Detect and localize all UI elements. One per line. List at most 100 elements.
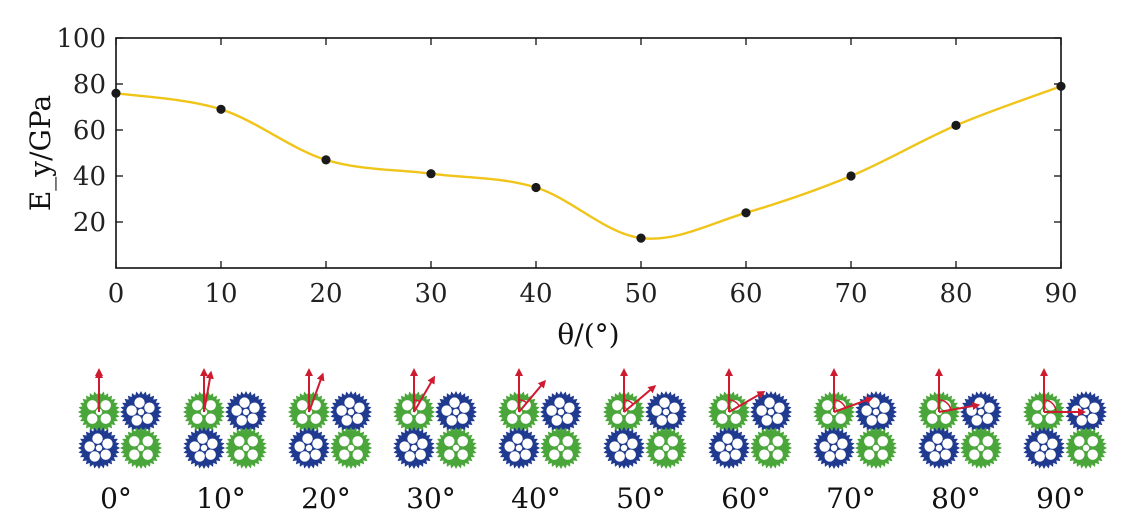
angle-label: 50° <box>616 482 666 515</box>
gear-hole <box>512 433 523 444</box>
gear-hub <box>767 408 775 416</box>
rotation-arrow <box>833 396 874 413</box>
gear-hole <box>549 449 560 460</box>
gear-hole <box>667 413 678 424</box>
gear-hole <box>507 413 518 424</box>
gear-hole <box>730 413 741 424</box>
rotation-arrow <box>623 385 657 413</box>
data-point <box>1056 81 1066 91</box>
x-tick-label: 70 <box>834 279 867 309</box>
gear-hole <box>969 449 980 460</box>
gear-hole <box>1045 413 1056 424</box>
angle-arc <box>728 399 741 407</box>
gear-hole <box>197 433 208 444</box>
gear-hole <box>772 413 783 424</box>
y-axis-title: E_y/GPa <box>24 95 57 211</box>
gear-hole <box>822 400 833 411</box>
gear-hole <box>971 415 982 426</box>
gear-hole <box>87 400 98 411</box>
gear-cell: 0° <box>78 368 162 515</box>
gear-hole <box>730 400 741 411</box>
gear-hole <box>194 451 205 462</box>
gear-hole <box>719 451 730 462</box>
gear-hole <box>1074 449 1085 460</box>
x-tick-label: 30 <box>414 279 447 309</box>
gear-hole <box>89 451 100 462</box>
gear-hole <box>659 397 670 408</box>
gear-hole <box>669 402 680 413</box>
gear-hole <box>1037 433 1048 444</box>
gear-hub <box>242 444 250 452</box>
gear-hole <box>402 400 413 411</box>
gear-cell: 10° <box>183 368 267 515</box>
gear-hole <box>131 415 142 426</box>
gear-hole <box>459 402 470 413</box>
y-tick-label: 20 <box>73 208 106 238</box>
gear-hole <box>562 413 573 424</box>
x-axis-title: θ/(°) <box>557 318 619 351</box>
gear-hole <box>231 405 242 416</box>
gear-hole <box>142 436 153 447</box>
gear-hole <box>415 400 426 411</box>
gear-hole <box>969 436 980 447</box>
gear-hub <box>935 444 943 452</box>
gear-hole <box>942 438 953 449</box>
gear-hole <box>609 441 620 452</box>
gear-hole <box>336 405 347 416</box>
gear-hole <box>982 436 993 447</box>
gear-hole <box>299 451 310 462</box>
x-tick-label: 60 <box>729 279 762 309</box>
gear-hole <box>866 415 877 426</box>
gear-hub <box>410 444 418 452</box>
y-tick-label: 60 <box>73 116 106 146</box>
gear-hole <box>1089 402 1100 413</box>
gear-hole <box>546 405 557 416</box>
gear-hole <box>504 441 515 452</box>
gear-hole <box>932 433 943 444</box>
gear-cell: 90° <box>1023 368 1107 515</box>
gear-hole <box>717 413 728 424</box>
gear-hole <box>312 438 323 449</box>
angle-label: 60° <box>721 482 771 515</box>
gear-hole <box>864 449 875 460</box>
gear-hole <box>549 436 560 447</box>
gear-hole <box>877 449 888 460</box>
gear-hole <box>352 436 363 447</box>
gear-hub <box>557 408 565 416</box>
gear-hole <box>612 413 623 424</box>
gear-hub <box>662 408 670 416</box>
gear-hole <box>142 449 153 460</box>
gear-hub <box>1040 444 1048 452</box>
gear-hole <box>247 449 258 460</box>
x-tick-label: 50 <box>624 279 657 309</box>
gear-hub <box>557 444 565 452</box>
gear-hole <box>234 436 245 447</box>
gear-hole <box>126 405 137 416</box>
x-tick-label: 80 <box>939 279 972 309</box>
gear-hole <box>667 436 678 447</box>
gear-hole <box>819 441 830 452</box>
gear-hole <box>249 402 260 413</box>
y-tick-label: 100 <box>56 24 106 54</box>
x-tick-label: 0 <box>108 279 125 309</box>
gear-hole <box>717 400 728 411</box>
angle-label: 40° <box>511 482 561 515</box>
gear-hole <box>234 449 245 460</box>
gear-hole <box>651 405 662 416</box>
gear-hole <box>835 413 846 424</box>
gear-hub <box>452 408 460 416</box>
gear-cell: 30° <box>393 368 477 515</box>
data-point <box>321 155 331 165</box>
gear-hole <box>612 400 623 411</box>
gear-hole <box>822 413 833 424</box>
gear-hub <box>620 444 628 452</box>
gear-row: 0° 10° 20° 30° 40° 50° 60° 70° 80° 90° <box>78 368 1107 515</box>
gear-hole <box>864 436 875 447</box>
gear-hub <box>977 408 985 416</box>
angle-label: 0° <box>100 482 132 515</box>
gear-hole <box>877 413 888 424</box>
gear-hub <box>977 444 985 452</box>
gear-hole <box>861 405 872 416</box>
gear-hole <box>352 449 363 460</box>
gear-hub <box>1082 444 1090 452</box>
